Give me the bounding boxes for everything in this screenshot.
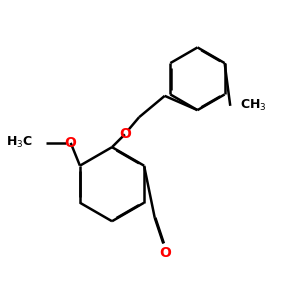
Text: CH$_3$: CH$_3$ [240, 98, 267, 113]
Text: O: O [65, 136, 76, 150]
Text: O: O [159, 246, 171, 260]
Text: O: O [119, 127, 131, 141]
Text: H$_3$C: H$_3$C [6, 135, 33, 150]
